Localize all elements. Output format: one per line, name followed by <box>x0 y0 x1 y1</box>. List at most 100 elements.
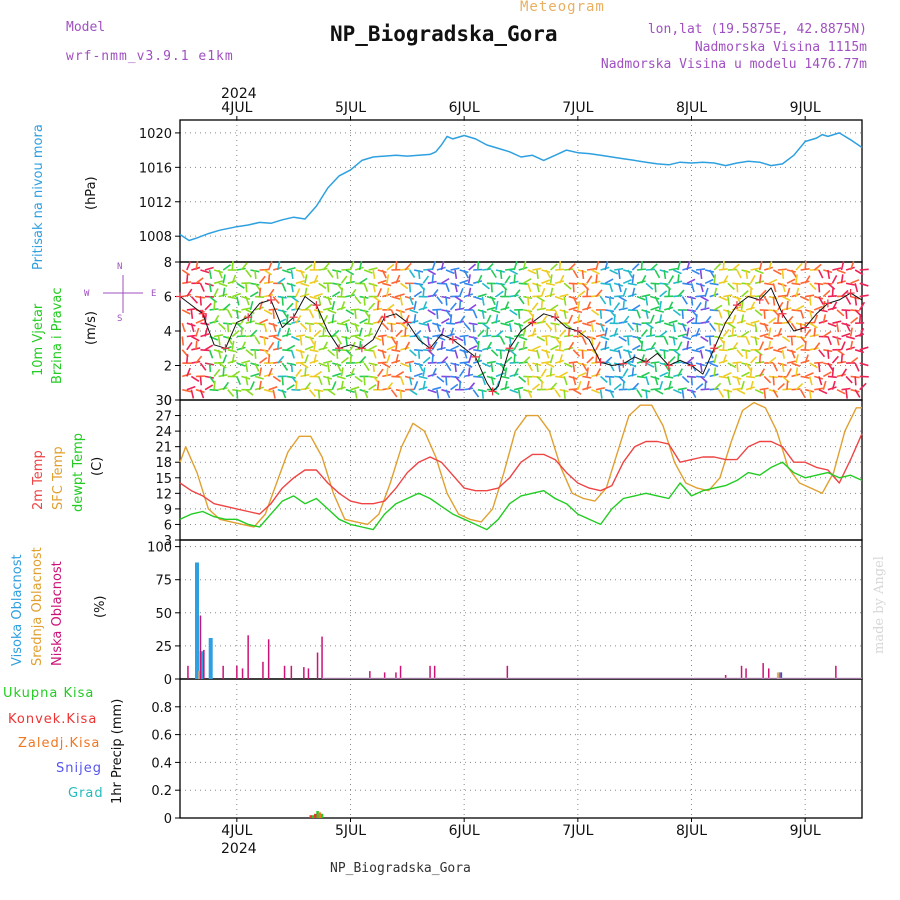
bottom-day-label: 7JUL <box>562 823 593 839</box>
y-tick-label: 6 <box>164 518 172 533</box>
bottom-year-label: 2024 <box>221 841 257 857</box>
cloud-low-bar <box>199 615 202 679</box>
wind-speed-marker <box>403 318 412 327</box>
wind-speed-marker <box>823 299 832 308</box>
cloud-low-bar <box>283 665 286 679</box>
wind-speed-marker <box>266 295 275 304</box>
precip-frozen-bar <box>318 812 322 818</box>
y-tick-label: 30 <box>155 394 172 409</box>
cloud-low-bar <box>241 668 244 679</box>
cloud-low-bar <box>395 672 397 679</box>
cloud-low-bar <box>262 661 264 679</box>
wind-speed-marker <box>176 292 184 301</box>
precip-total-bar <box>320 813 324 818</box>
y-tick-label: 1012 <box>139 196 172 211</box>
wind-speed-marker <box>596 358 605 367</box>
cloud-low-bar <box>369 671 371 679</box>
wind-speed-marker <box>573 327 582 335</box>
dewpoint-line <box>179 461 863 531</box>
panel-frame <box>179 539 863 680</box>
cloud-low-bar <box>307 668 310 679</box>
precip-conv-bar <box>309 815 312 818</box>
cloud-high-bar <box>195 562 199 679</box>
wind-speed-marker <box>778 309 787 318</box>
y-tick-label: 12 <box>155 487 172 502</box>
page-title: NP_Biogradska_Gora <box>330 22 558 46</box>
y-tick-label: 0.8 <box>151 701 172 716</box>
compass-cross <box>103 275 143 313</box>
pressure-line <box>179 132 863 242</box>
y-tick-label: 6 <box>164 291 172 306</box>
cloud-low-bar <box>768 668 770 679</box>
bottom-day-label: 9JUL <box>790 823 821 839</box>
panel-frame <box>179 399 863 541</box>
top-day-label: 6JUL <box>449 100 480 116</box>
y-tick-label: 0 <box>164 394 172 409</box>
y-tick-label: 1020 <box>139 127 172 142</box>
precip-frozen-label: Zaledj.Kisa <box>18 736 101 751</box>
cloud-low-bar <box>780 672 782 679</box>
cloud-low-bar <box>290 665 293 679</box>
cloud-low-bar <box>222 665 224 679</box>
y-tick-label: 9 <box>164 503 172 518</box>
bottom-day-label: 5JUL <box>335 823 366 839</box>
coordinates: lon,lat (19.5875E, 42.8875N) <box>647 22 867 37</box>
y-tick-label: 50 <box>155 607 172 622</box>
wind-speed-marker <box>426 344 435 353</box>
cloud-low-bar <box>429 665 431 679</box>
y-tick-label: 18 <box>155 456 172 471</box>
wind-speed-marker <box>221 344 230 353</box>
compass-e: E <box>151 289 157 299</box>
y-tick-label: 21 <box>155 441 172 456</box>
wind-speed-marker <box>335 344 344 353</box>
y-tick-label: 4 <box>164 325 172 340</box>
top-day-label: 4JUL <box>221 100 252 116</box>
y-tick-label: 8 <box>164 256 172 271</box>
y-tick-label: 24 <box>155 425 172 440</box>
cloud-low-bar <box>835 665 837 679</box>
top-day-label: 7JUL <box>562 100 593 116</box>
panel-frame <box>179 678 863 819</box>
cloud-high-bar <box>208 638 213 679</box>
wind-speed-marker <box>801 323 810 332</box>
cloud-low-bar <box>433 665 436 679</box>
wind-speed-marker <box>380 313 389 322</box>
precip-conv-bar <box>314 813 317 818</box>
precip-hail-label: Grad <box>68 786 104 801</box>
wind-speed-marker <box>471 352 480 361</box>
wind-speed-marker <box>664 361 673 370</box>
wind-speed-marker <box>312 301 321 310</box>
precip-total-bar <box>311 815 315 818</box>
y-tick-label: 75 <box>155 574 172 589</box>
cloud-mid-bar <box>198 671 201 679</box>
top-day-label: 5JUL <box>335 100 366 116</box>
y-tick-label: 0 <box>164 673 172 688</box>
y-tick-label: 0.2 <box>151 784 172 799</box>
temp2m-line <box>179 433 863 515</box>
top-day-label: 9JUL <box>790 100 821 116</box>
meteogram-subtitle: Meteogram <box>520 0 605 15</box>
bottom-day-label: 8JUL <box>676 823 707 839</box>
wind-speed-marker <box>528 318 537 327</box>
wind-speed-marker <box>505 344 514 353</box>
footer-label: NP_Biogradska_Gora <box>330 861 471 876</box>
cloud-high-bar <box>199 651 204 679</box>
wind-speed-marker <box>198 309 207 318</box>
y-tick-label: 0 <box>164 812 172 827</box>
precip-total-bar <box>316 811 319 818</box>
wind-speed-marker <box>642 358 651 367</box>
cloud-high-bar <box>778 672 783 679</box>
wind-speed-marker <box>289 313 298 322</box>
precip-conv-label: Konvek.Kisa <box>8 712 98 727</box>
cloud-low-bar <box>724 675 727 679</box>
precip-total-label: Ukupna Kisa <box>3 686 95 701</box>
y-tick-label: 0.4 <box>151 756 172 771</box>
wind-speed-marker <box>619 359 628 368</box>
cloud-low-bar <box>247 635 249 679</box>
panel-frame <box>179 119 863 263</box>
cloud-low-bar <box>321 636 323 679</box>
y-tick-label: 27 <box>155 410 172 425</box>
wind-speed-marker <box>710 344 719 353</box>
elevation: Nadmorska Visina 1115m <box>694 40 867 55</box>
